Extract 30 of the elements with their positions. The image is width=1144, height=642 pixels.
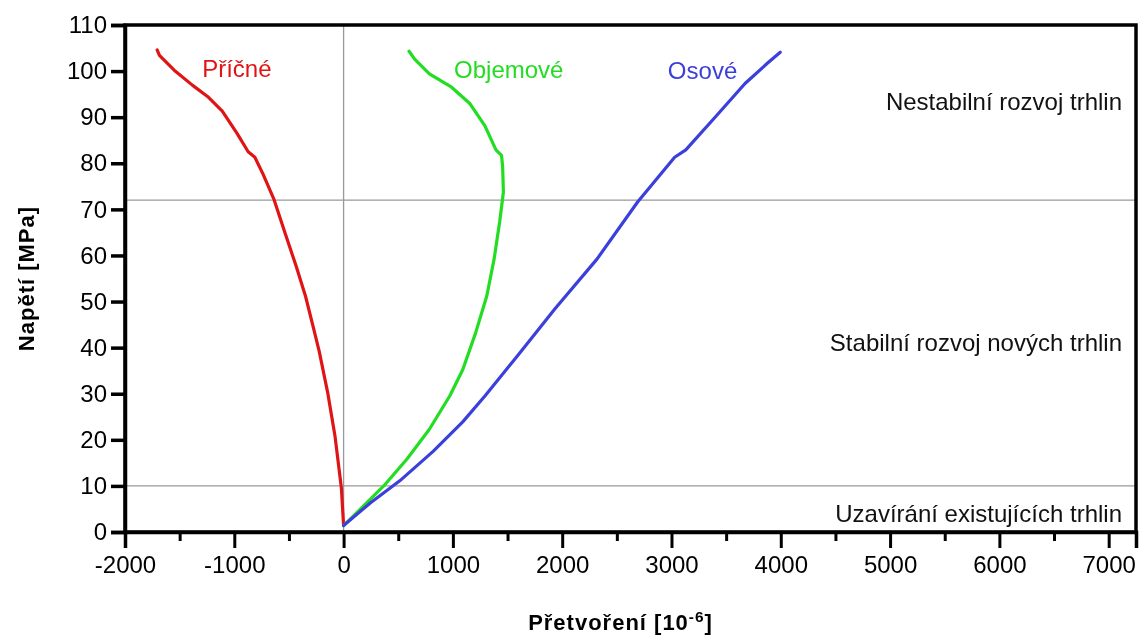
x-tick-label: -1000 <box>204 551 266 579</box>
annotation: Uzavírání existujících trhlin <box>835 500 1122 528</box>
y-tick-label: 80 <box>80 149 107 177</box>
y-tick-label: 20 <box>80 426 107 453</box>
x-tick-label: 3000 <box>645 551 699 579</box>
x-axis-title: Přetvoření [10$^{-6}$] <box>528 607 713 635</box>
y-tick-label: 70 <box>80 195 107 223</box>
x-tick-label: 0 <box>337 551 351 579</box>
x-tick-label: 1000 <box>426 551 481 579</box>
annotation: Stabilní rozvoj nových trhlin <box>829 329 1122 357</box>
y-tick-label: 50 <box>80 287 107 315</box>
x-tick-label: -2000 <box>94 551 157 579</box>
series-label: Objemové <box>454 56 564 84</box>
x-tick-label: 2000 <box>535 551 590 579</box>
y-tick-label: 30 <box>80 379 107 407</box>
annotation: Nestabilní rozvoj trhlin <box>885 88 1122 116</box>
y-tick-label: 60 <box>80 241 107 269</box>
y-tick-label: 100 <box>66 57 107 85</box>
x-tick-label: 7000 <box>1082 551 1136 579</box>
y-tick-label: 90 <box>80 103 107 131</box>
series-label: Příčné <box>202 54 272 82</box>
y-axis-title: Napětí [MPa] <box>14 205 39 352</box>
x-tick-label: 6000 <box>973 551 1027 579</box>
y-tick-label: 10 <box>80 472 107 500</box>
y-tick-label: 0 <box>93 518 107 546</box>
series-label: Osové <box>667 57 738 85</box>
x-tick-label: 5000 <box>863 551 918 579</box>
y-tick-label: 40 <box>80 333 107 361</box>
y-tick-label: 110 <box>68 11 107 39</box>
x-tick-label: 4000 <box>754 551 808 579</box>
